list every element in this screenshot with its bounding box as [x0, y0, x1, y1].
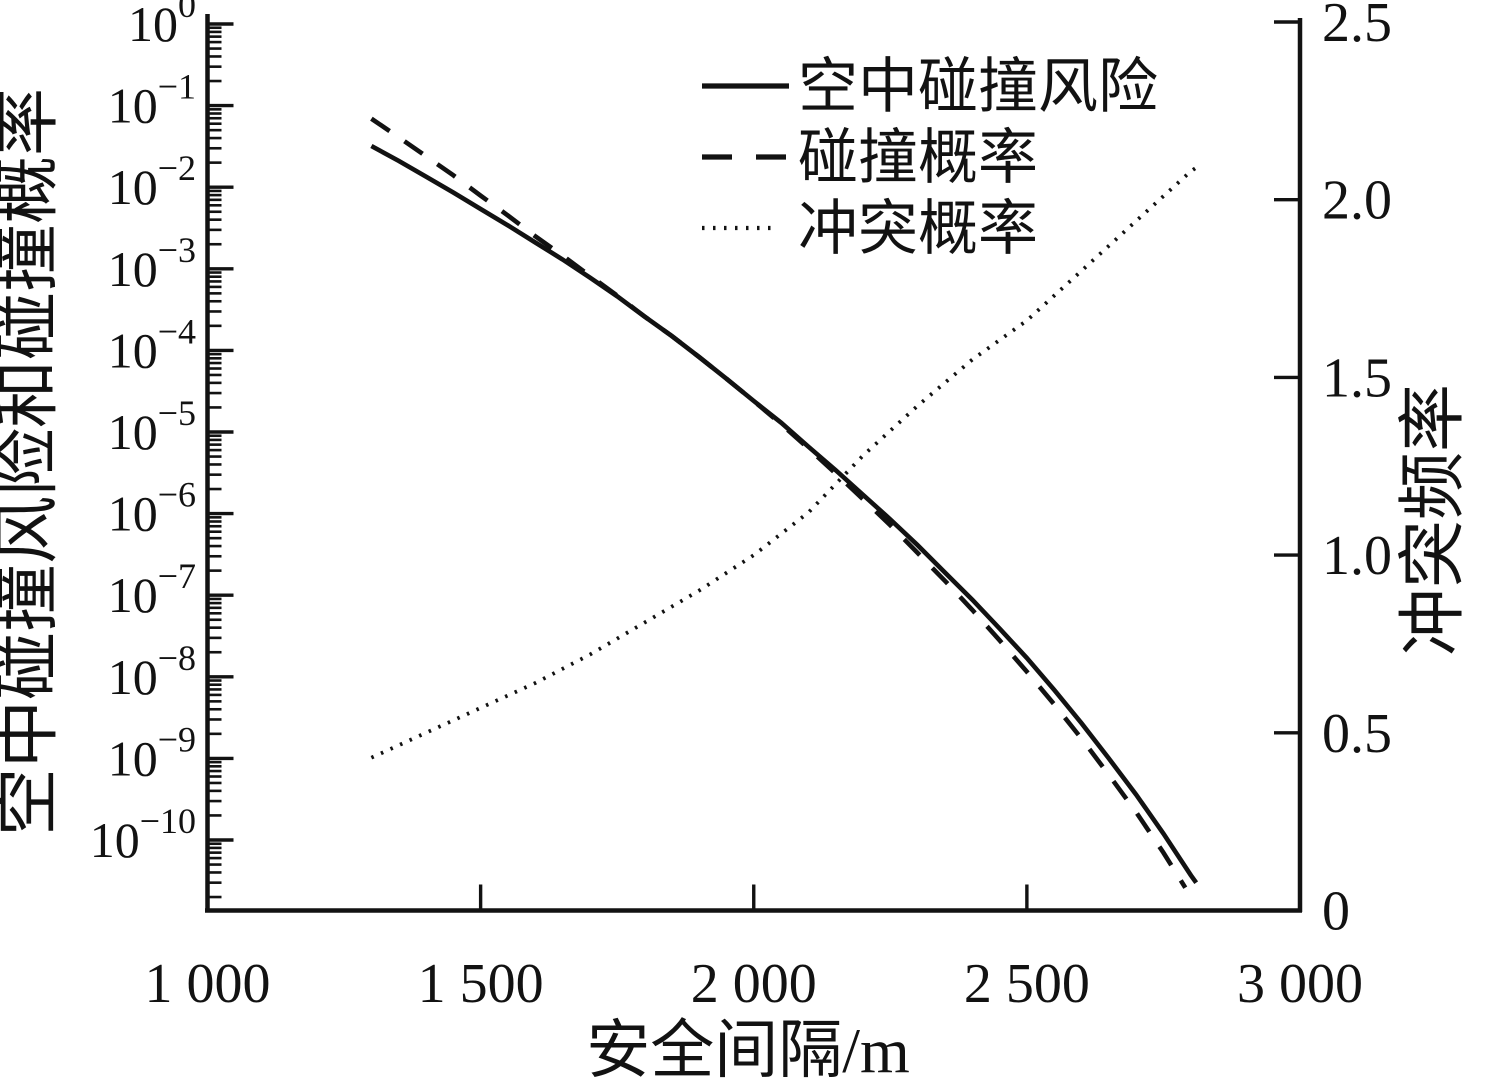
left-axis-tick-label: 10−1 [108, 67, 196, 134]
x-axis-tick-label: 2 500 [964, 953, 1090, 1015]
x-axis-ticks: 1 000 1 500 2 000 2 500 3 000 [145, 884, 1363, 1015]
x-axis-title: 安全间隔/m [586, 1015, 910, 1085]
legend-label: 冲突概率 [798, 196, 1038, 262]
left-axis-tick-label: 10−10 [90, 801, 196, 868]
axes-frame [205, 14, 1303, 913]
right-axis-tick-label: 0 [1322, 881, 1350, 943]
y-left-axis-title: 空中碰撞风险和碰撞概率 [0, 88, 65, 836]
left-axis-tick-label: 10−5 [108, 393, 196, 460]
left-axis-tick-label: 10−9 [108, 719, 196, 786]
right-axis-tick-label: 0.5 [1322, 703, 1392, 765]
left-axis-tick-label: 100 [128, 0, 196, 52]
x-axis-tick-label: 1 000 [145, 953, 271, 1015]
x-axis-tick-label: 2 000 [691, 953, 817, 1015]
right-axis-tick-label: 1.0 [1322, 525, 1392, 587]
left-axis-tick-label: 10−6 [108, 475, 196, 542]
left-axis-tick-label: 10−4 [108, 311, 196, 378]
left-axis-ticks: 100 10−1 10−2 10−3 10−4 10−5 10−6 10−7 10−8 10−9 1… [90, 0, 234, 899]
y-right-axis-title: 冲突频率 [1395, 384, 1471, 656]
curve-solid [370, 143, 1199, 885]
data-curves [370, 116, 1199, 889]
curve-dashed [370, 116, 1188, 889]
x-axis-tick-label: 1 500 [418, 953, 544, 1015]
legend-label: 空中碰撞风险 [798, 54, 1158, 120]
x-axis-tick-label: 3 000 [1237, 953, 1363, 1015]
legend-label: 碰撞概率 [798, 125, 1038, 191]
right-axis-tick-label: 2.0 [1322, 170, 1392, 232]
left-axis-tick-label: 10−3 [108, 230, 196, 297]
left-axis-tick-label: 10−7 [108, 556, 196, 623]
right-axis-tick-label: 2.5 [1322, 0, 1392, 54]
left-axis-tick-label: 10−2 [108, 148, 196, 215]
right-axis-ticks: 0 0.5 1.0 1.5 2.0 2.5 [1274, 0, 1392, 943]
curve-dotted [370, 166, 1198, 760]
left-axis-tick-label: 10−8 [108, 638, 196, 705]
right-axis-tick-label: 1.5 [1322, 347, 1392, 409]
